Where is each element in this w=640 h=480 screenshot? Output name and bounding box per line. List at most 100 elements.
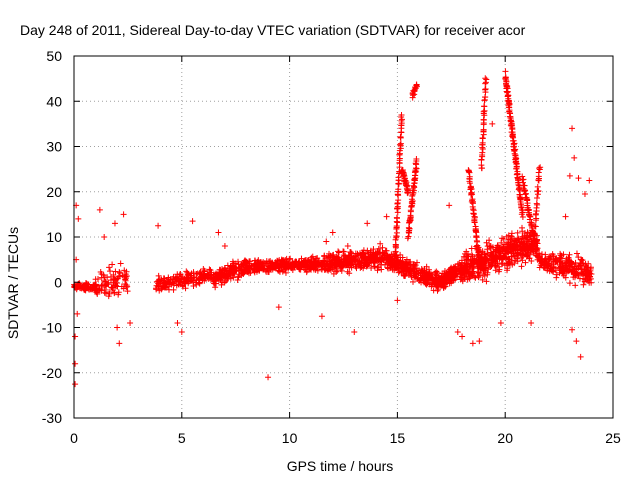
data-point (514, 258, 521, 265)
data-point (99, 281, 106, 288)
data-point (465, 256, 472, 263)
data-point (200, 265, 207, 272)
data-point (121, 267, 128, 274)
data-point (256, 267, 263, 274)
data-point (107, 273, 114, 280)
data-point (72, 360, 79, 367)
data-point (335, 254, 342, 261)
data-point (481, 267, 488, 274)
data-point (584, 264, 591, 271)
data-point (498, 256, 505, 263)
data-point (184, 271, 191, 278)
data-point (257, 259, 264, 266)
data-point (498, 239, 505, 246)
data-point (508, 250, 515, 257)
data-point (580, 260, 587, 267)
data-point (217, 269, 224, 276)
data-point (582, 275, 589, 282)
data-point (490, 257, 497, 264)
data-point (535, 187, 542, 194)
data-point (95, 287, 102, 294)
chart-title: Day 248 of 2011, Sidereal Day-to-day VTE… (20, 22, 526, 38)
data-point (255, 259, 262, 266)
data-point (402, 272, 409, 279)
data-point (173, 275, 180, 282)
data-points (71, 68, 595, 388)
data-point (468, 258, 475, 265)
data-point (443, 272, 450, 279)
data-point (259, 264, 266, 271)
data-point (484, 246, 491, 253)
data-point (587, 265, 594, 272)
data-point (518, 224, 525, 231)
data-point (469, 253, 476, 260)
data-point (562, 260, 569, 267)
data-point (231, 263, 238, 270)
data-point (279, 257, 286, 264)
data-point (376, 250, 383, 257)
data-point (366, 255, 373, 262)
data-point (511, 150, 518, 157)
data-point (308, 265, 315, 272)
data-point (185, 278, 192, 285)
data-point (399, 264, 406, 271)
y-axis-label: SDTVAR / TECUs (5, 227, 21, 339)
data-point (321, 257, 328, 264)
data-point (532, 242, 539, 249)
data-point (118, 283, 125, 290)
data-point (450, 271, 457, 278)
data-point (566, 280, 573, 287)
data-point (454, 329, 461, 336)
data-point (461, 260, 468, 267)
data-point (572, 282, 579, 289)
data-point (522, 259, 529, 266)
data-point (575, 175, 582, 182)
data-point (403, 183, 410, 190)
x-tick-label: 0 (70, 430, 78, 446)
data-point (379, 244, 386, 251)
data-point (478, 156, 485, 163)
data-point (280, 260, 287, 267)
data-point (553, 274, 560, 281)
data-point (563, 264, 570, 271)
data-point (412, 274, 419, 281)
data-point (165, 286, 172, 293)
data-point (477, 263, 484, 270)
data-point (492, 246, 499, 253)
data-point (518, 263, 525, 270)
data-point (333, 268, 340, 275)
data-point (537, 164, 544, 171)
data-point (495, 263, 502, 270)
data-point (557, 250, 564, 257)
data-point (291, 263, 298, 270)
data-point (71, 281, 78, 288)
data-point (361, 262, 368, 269)
data-point (492, 267, 499, 274)
data-point (265, 374, 272, 381)
data-point (286, 256, 293, 263)
data-point (423, 277, 430, 284)
data-point (224, 262, 231, 269)
data-point (532, 223, 539, 230)
data-point (213, 277, 220, 284)
data-point (269, 260, 276, 267)
data-point (178, 279, 185, 286)
data-point (573, 338, 580, 345)
data-point (235, 274, 242, 281)
data-point (421, 273, 428, 280)
data-point (98, 282, 105, 289)
data-point (480, 126, 487, 133)
data-point (334, 267, 341, 274)
data-point (475, 269, 482, 276)
data-point (302, 260, 309, 267)
data-point (174, 271, 181, 278)
data-point (222, 267, 229, 274)
data-point (298, 255, 305, 262)
data-point (536, 165, 543, 172)
data-point (202, 272, 209, 279)
data-point (452, 273, 459, 280)
data-point (201, 268, 208, 275)
data-point (406, 225, 413, 232)
data-point (562, 274, 569, 281)
data-point (111, 275, 118, 282)
